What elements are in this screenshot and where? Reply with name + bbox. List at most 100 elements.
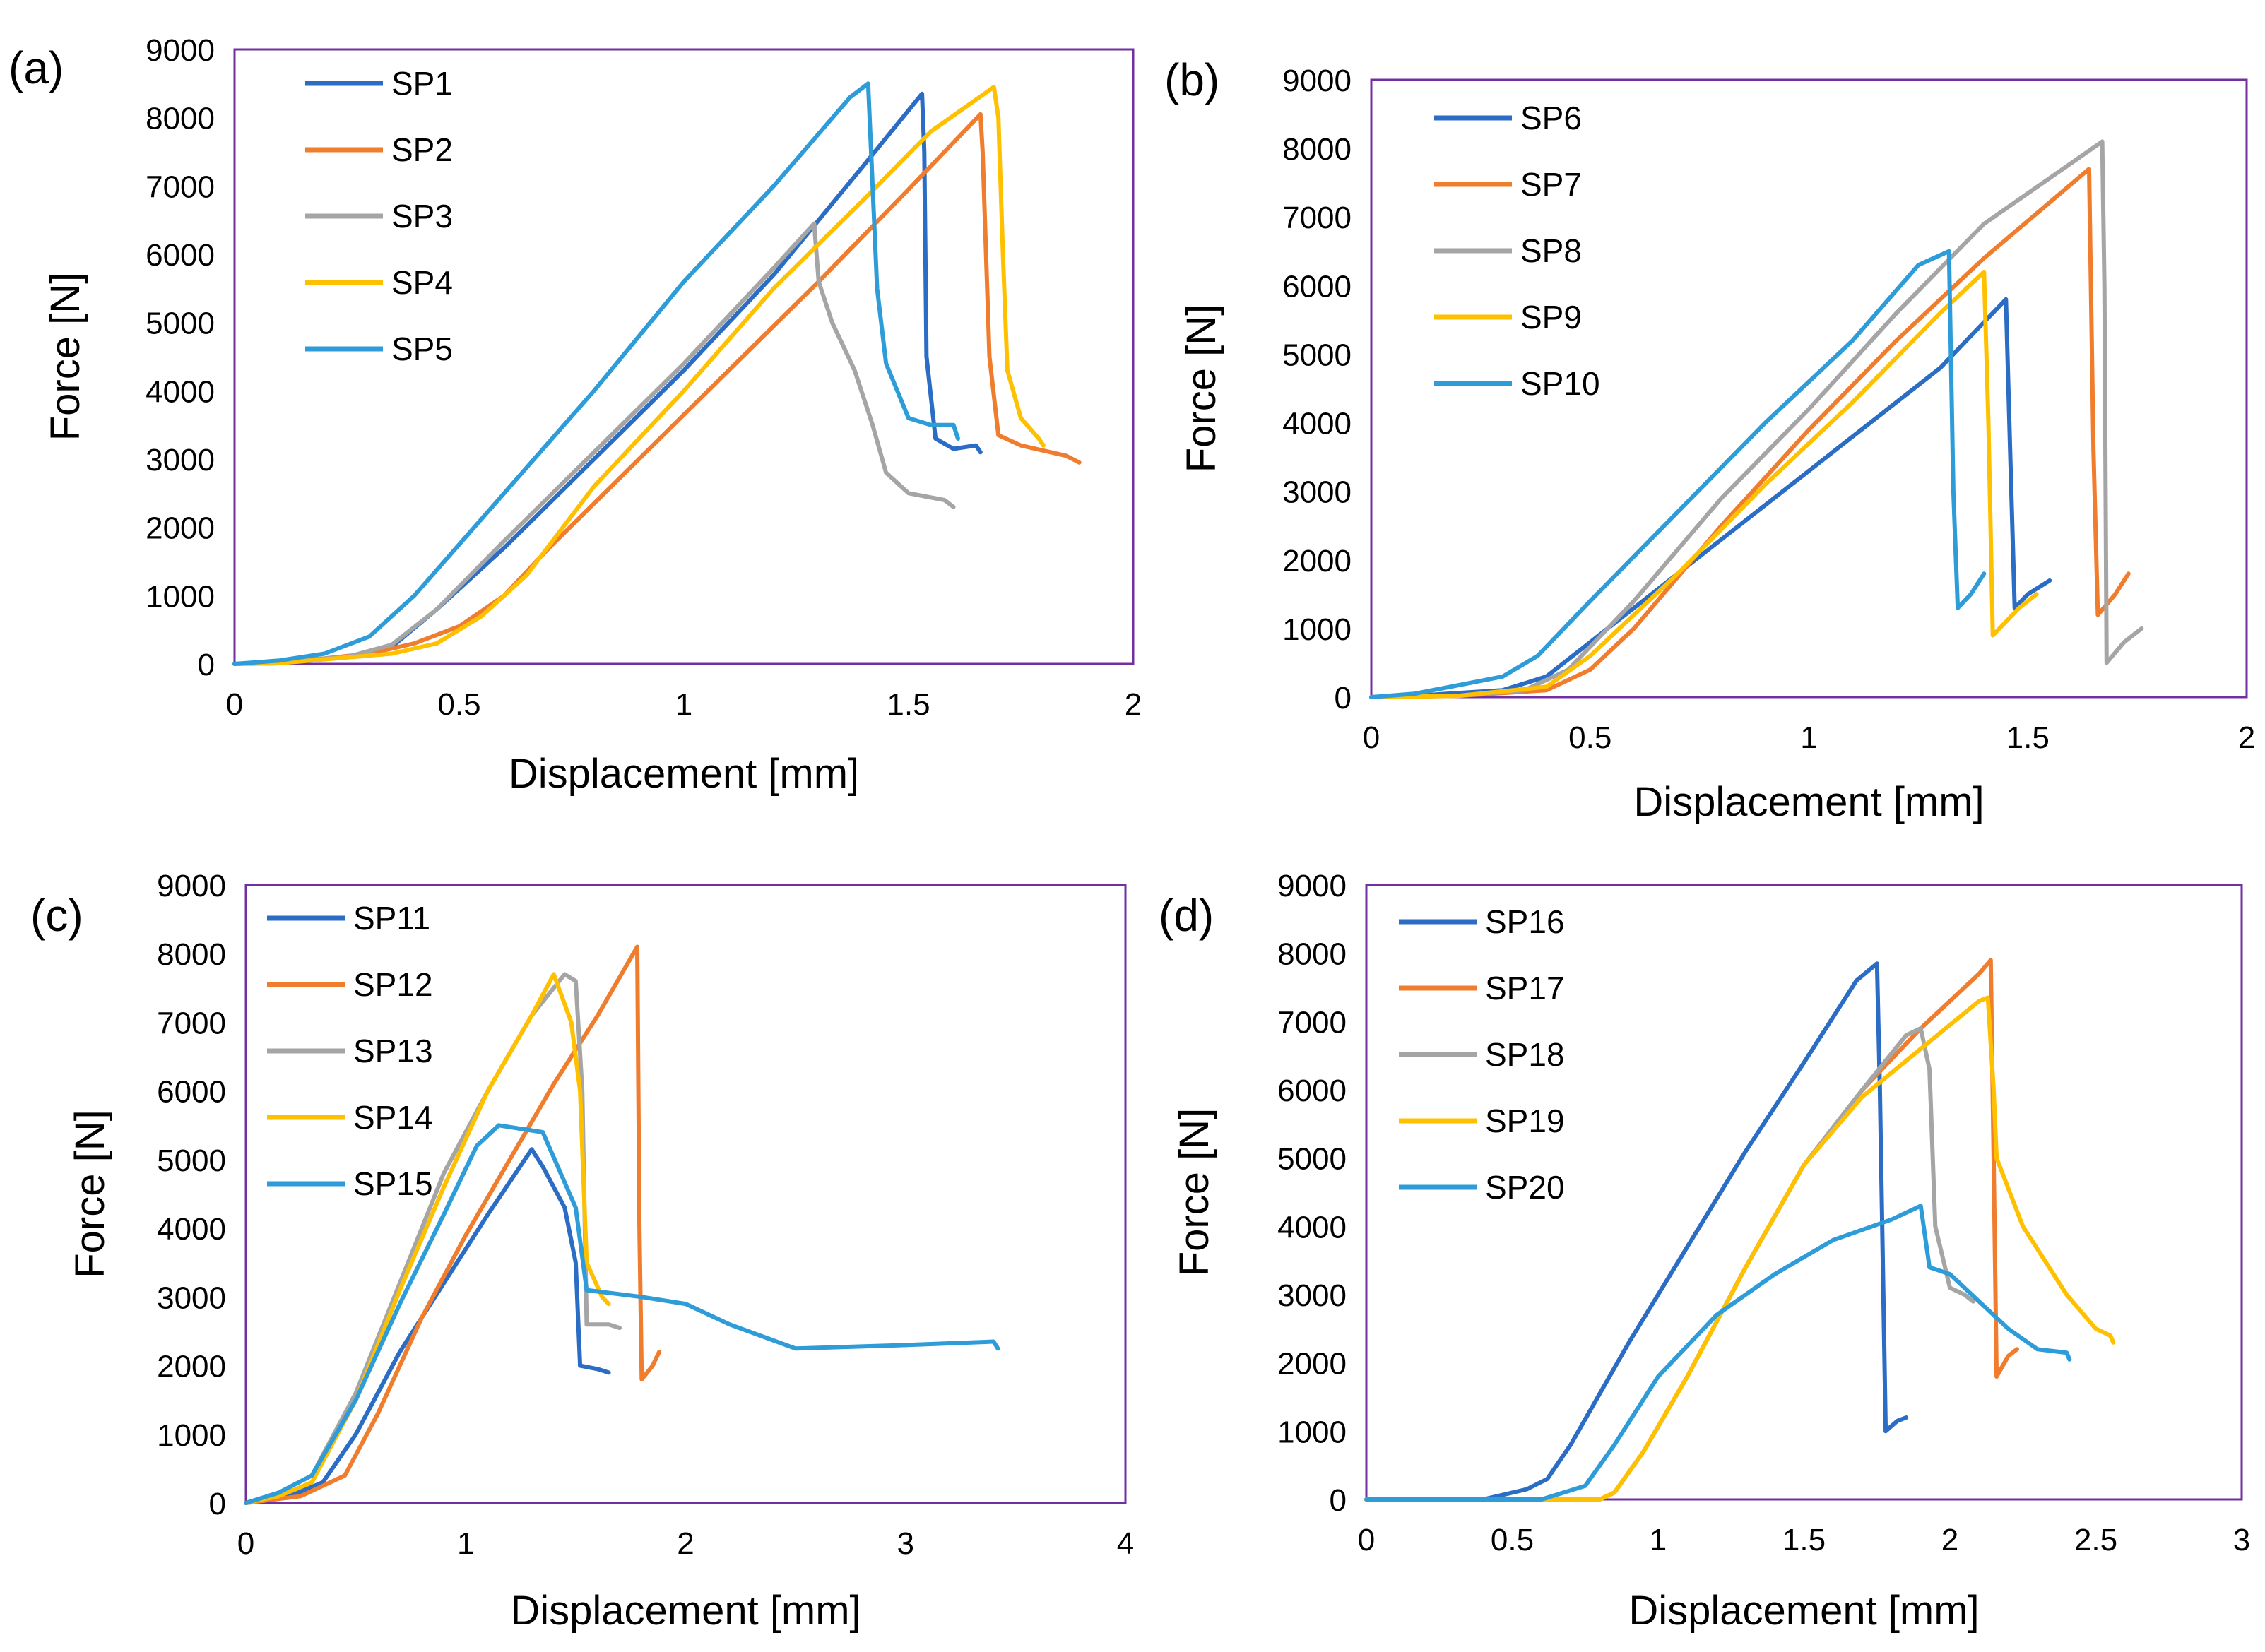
y-tick-label: 0 bbox=[198, 648, 215, 682]
series-line-sp3 bbox=[232, 221, 956, 666]
legend-label-sp2: SP2 bbox=[391, 131, 453, 168]
x-tick-label: 1.5 bbox=[887, 687, 930, 722]
y-tick-label: 7000 bbox=[157, 1006, 226, 1040]
y-tick-label: 3000 bbox=[157, 1280, 226, 1315]
y-tick-label: 7000 bbox=[1277, 1005, 1347, 1040]
y-tick-label: 8000 bbox=[157, 937, 226, 972]
y-tick-label: 0 bbox=[1335, 681, 1352, 715]
x-tick-label: 0 bbox=[1358, 1523, 1375, 1557]
y-tick-label: 0 bbox=[209, 1487, 226, 1521]
y-tick-label: 4000 bbox=[157, 1212, 226, 1247]
legend-label-sp15: SP15 bbox=[353, 1165, 433, 1202]
x-axis-title: Displacement [mm] bbox=[510, 1588, 861, 1634]
legend-label-sp5: SP5 bbox=[391, 331, 453, 367]
legend: SP11 SP12 SP13 SP14 SP15 bbox=[267, 900, 433, 1202]
x-tick-label: 1 bbox=[1800, 720, 1817, 755]
x-axis-title: Displacement [mm] bbox=[1628, 1588, 1979, 1634]
panel-label: (b) bbox=[1164, 54, 1219, 105]
y-tick-label: 2000 bbox=[146, 511, 215, 546]
series-line-sp11 bbox=[244, 1147, 611, 1505]
y-tick-label: 9000 bbox=[146, 33, 215, 68]
series-line-sp9 bbox=[1369, 269, 2039, 699]
legend-label-sp9: SP9 bbox=[1520, 299, 1582, 335]
series-line-sp12 bbox=[244, 944, 662, 1505]
y-tick-label: 4000 bbox=[1277, 1210, 1347, 1244]
legend-label-sp7: SP7 bbox=[1520, 166, 1582, 203]
y-tick-label: 7000 bbox=[1282, 201, 1352, 235]
x-tick-label: 1.5 bbox=[2006, 720, 2050, 755]
x-tick-label: 0.5 bbox=[437, 687, 480, 722]
chart-panel-2: (b) 0 0.5 1 1.5 2 0 1000 2000 3000 4000 5000 6000 700… bbox=[1164, 54, 2255, 825]
legend-label-sp6: SP6 bbox=[1520, 100, 1582, 136]
legend: SP16 SP17 SP18 SP19 SP20 bbox=[1399, 903, 1565, 1206]
legend-label-sp19: SP19 bbox=[1485, 1103, 1565, 1139]
x-tick-label: 2.5 bbox=[2074, 1523, 2117, 1557]
x-tick-label: 4 bbox=[1117, 1526, 1134, 1561]
y-tick-label: 6000 bbox=[146, 238, 215, 273]
legend-label-sp16: SP16 bbox=[1485, 903, 1565, 940]
legend: SP6 SP7 SP8 SP9 SP10 bbox=[1434, 100, 1600, 402]
legend-label-sp17: SP17 bbox=[1485, 970, 1565, 1006]
y-tick-label: 1000 bbox=[1277, 1415, 1347, 1449]
y-tick-label: 9000 bbox=[157, 869, 226, 903]
x-tick-label: 0.5 bbox=[1491, 1523, 1534, 1557]
legend-label-sp18: SP18 bbox=[1485, 1036, 1565, 1073]
y-tick-label: 8000 bbox=[1282, 132, 1352, 167]
y-tick-label: 9000 bbox=[1277, 869, 1347, 903]
y-tick-label: 4000 bbox=[146, 374, 215, 409]
series-line-sp15 bbox=[244, 1123, 1000, 1505]
plot-frame bbox=[1370, 78, 2248, 699]
y-axis-title: Force [N] bbox=[67, 1110, 113, 1278]
y-tick-label: 7000 bbox=[146, 170, 215, 204]
series-line-sp5 bbox=[232, 81, 960, 666]
y-tick-label: 3000 bbox=[1282, 475, 1352, 510]
y-tick-label: 0 bbox=[1330, 1483, 1347, 1518]
legend-label-sp1: SP1 bbox=[391, 65, 453, 102]
y-tick-label: 5000 bbox=[1277, 1142, 1347, 1177]
panel-label: (c) bbox=[30, 890, 83, 941]
legend-label-sp20: SP20 bbox=[1485, 1169, 1565, 1206]
x-tick-label: 1 bbox=[1650, 1523, 1667, 1557]
y-tick-label: 2000 bbox=[1282, 544, 1352, 578]
series-line-sp14 bbox=[244, 972, 611, 1505]
y-tick-label: 5000 bbox=[1282, 338, 1352, 372]
legend-label-sp14: SP14 bbox=[353, 1099, 433, 1136]
y-tick-label: 5000 bbox=[146, 307, 215, 341]
series-line-sp2 bbox=[232, 112, 1082, 666]
legend-label-sp8: SP8 bbox=[1520, 232, 1582, 269]
x-axis-title: Displacement [mm] bbox=[509, 751, 859, 797]
x-tick-label: 2 bbox=[677, 1526, 694, 1561]
y-tick-label: 5000 bbox=[157, 1143, 226, 1178]
y-axis-title: Force [N] bbox=[1171, 1108, 1217, 1277]
y-tick-label: 1000 bbox=[146, 579, 215, 614]
series-line-sp1 bbox=[232, 91, 983, 666]
plot-frame bbox=[233, 48, 1135, 665]
panel-label: (d) bbox=[1159, 890, 1214, 941]
y-tick-label: 1000 bbox=[157, 1418, 226, 1453]
y-tick-label: 9000 bbox=[1282, 64, 1352, 98]
panel-label: (a) bbox=[8, 42, 64, 93]
plot-frame bbox=[1365, 884, 2243, 1501]
plot-frame bbox=[244, 884, 1127, 1504]
x-axis-title: Displacement [mm] bbox=[1633, 779, 1984, 825]
legend-label-sp11: SP11 bbox=[353, 900, 430, 937]
chart-panel-4: (d) 0 0.5 1 1.5 2 2.5 3 0 1000 2000 3000 4000 5000 600… bbox=[1159, 869, 2250, 1634]
x-tick-label: 2 bbox=[1941, 1523, 1958, 1557]
series-line-sp17 bbox=[1364, 958, 2019, 1502]
series-line-sp6 bbox=[1369, 297, 2052, 699]
x-tick-label: 0 bbox=[1363, 720, 1380, 755]
y-tick-label: 2000 bbox=[157, 1350, 226, 1384]
x-tick-label: 3 bbox=[2233, 1523, 2250, 1557]
y-tick-label: 3000 bbox=[1277, 1278, 1347, 1313]
legend-label-sp3: SP3 bbox=[391, 198, 453, 234]
y-tick-label: 8000 bbox=[1277, 937, 1347, 972]
y-tick-label: 2000 bbox=[1277, 1347, 1347, 1381]
x-tick-label: 1.5 bbox=[1782, 1523, 1826, 1557]
x-tick-label: 0.5 bbox=[1568, 720, 1611, 755]
series-line-sp4 bbox=[232, 85, 1046, 666]
x-tick-label: 1 bbox=[675, 687, 692, 722]
y-tick-label: 8000 bbox=[146, 102, 215, 136]
series-line-sp19 bbox=[1364, 995, 2116, 1502]
legend-label-sp4: SP4 bbox=[391, 264, 453, 301]
